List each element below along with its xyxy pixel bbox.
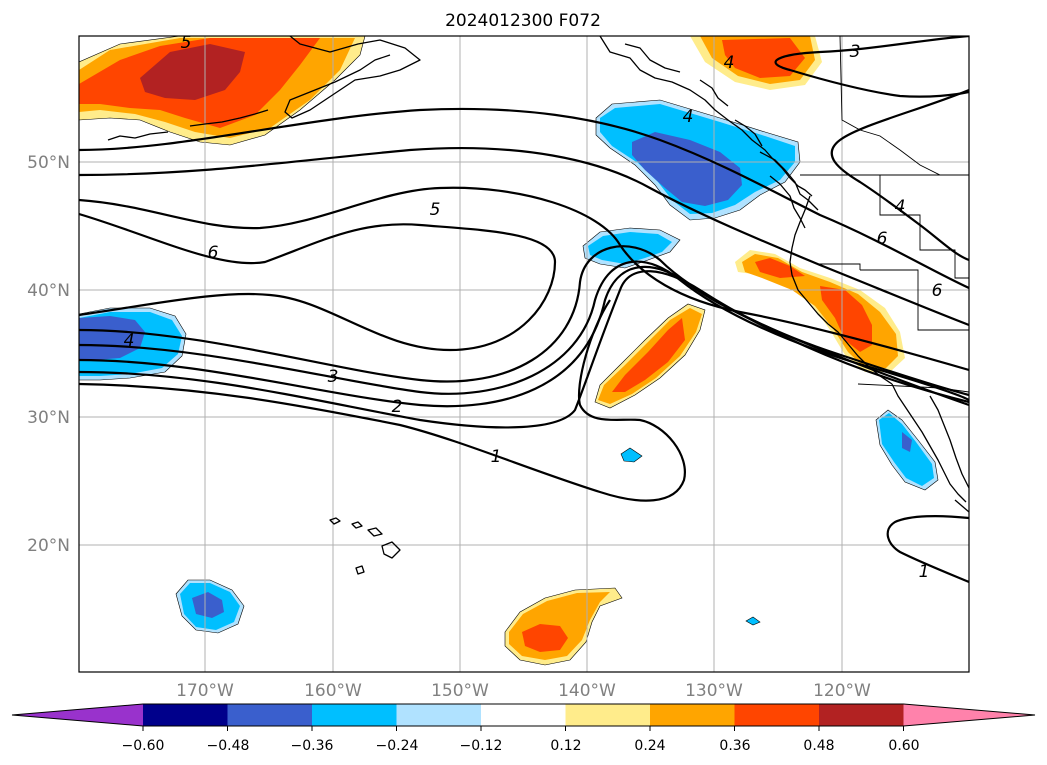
- colorbar-tick-label: 0.48: [803, 738, 834, 754]
- contour-label: 1: [491, 447, 502, 467]
- colorbar-tick-label: −0.60: [122, 738, 165, 754]
- colorbar-segment: [227, 704, 313, 726]
- lat-tick-label: 40°N: [27, 281, 70, 301]
- colorbar-tick-label: 0.24: [634, 738, 665, 754]
- contour-label: 2: [392, 397, 403, 417]
- anomaly-positive-central: [594, 303, 706, 409]
- colorbar-tick-label: −0.24: [376, 738, 419, 754]
- colorbar-tick-label: 0.12: [550, 738, 581, 754]
- colorbar-segment: [734, 704, 820, 726]
- colorbar-tick-label: 0.36: [719, 738, 750, 754]
- lon-tick-label: 150°W: [431, 681, 489, 701]
- anomaly-negative-tiny: [745, 616, 761, 626]
- anomaly-positive-northeast: [690, 36, 822, 90]
- lat-tick-label: 50°N: [27, 153, 70, 173]
- contour-label: 3: [328, 367, 339, 387]
- colorbar-segment: [481, 704, 566, 726]
- map-area: 5 3 4 5 6 4 6 3 2 1 1 4 6 4: [79, 33, 969, 672]
- lon-tick-label: 130°W: [685, 681, 743, 701]
- contour-label: 4: [895, 197, 906, 217]
- contour-labels: 5 3 4 5 6 4 6 3 2 1 1 4 6 4: [124, 33, 943, 582]
- colorbar-segment: [396, 704, 482, 726]
- contour-label: 3: [850, 42, 861, 62]
- colorbar-extend-high: [903, 704, 1035, 726]
- lat-tick-label: 20°N: [27, 536, 70, 556]
- colorbar-tick-label: −0.36: [291, 738, 334, 754]
- colorbar-labels: −0.60 −0.48 −0.36 −0.24 −0.12 0.12 0.24 …: [122, 738, 920, 754]
- colorbar-tick-label: 0.60: [888, 738, 919, 754]
- colorbar-segment: [819, 704, 904, 726]
- lon-tick-label: 140°W: [558, 681, 616, 701]
- map-frame: [78, 35, 970, 673]
- colorbar-segment: [565, 704, 651, 726]
- lon-tick-label: 170°W: [176, 681, 234, 701]
- anomaly-positive-south: [504, 587, 623, 666]
- contour-label: 5: [181, 33, 192, 53]
- colorbar-tick-label: −0.48: [207, 738, 250, 754]
- colorbar-segment: [650, 704, 735, 726]
- anomaly-negative-central: [582, 227, 681, 269]
- contour-label: 6: [932, 281, 943, 301]
- contour-label: 4: [724, 53, 735, 73]
- lon-axis: 170°W 160°W 150°W 140°W 130°W 120°W: [176, 681, 871, 701]
- anomaly-negative-small: [620, 447, 643, 463]
- contours: [79, 36, 969, 584]
- colorbar: [11, 703, 1036, 731]
- contour-label: 5: [430, 200, 441, 220]
- lon-tick-label: 160°W: [304, 681, 362, 701]
- shaded-anomalies: [79, 36, 939, 666]
- colorbar-tick-label: −0.12: [460, 738, 503, 754]
- colorbar-segment: [312, 704, 397, 726]
- contour-label: 1: [919, 562, 930, 582]
- contour-label: 4: [124, 331, 135, 351]
- colorbar-segment: [143, 704, 228, 726]
- contour-label: 6: [208, 243, 219, 263]
- contour-label: 4: [683, 107, 694, 127]
- contour-label: 6: [877, 229, 888, 249]
- lat-tick-label: 30°N: [27, 408, 70, 428]
- map-title: 2024012300 F072: [445, 11, 601, 31]
- lat-axis: 50°N 40°N 30°N 20°N: [27, 153, 70, 556]
- lon-tick-label: 120°W: [813, 681, 871, 701]
- anomaly-negative-southwest: [175, 579, 245, 634]
- colorbar-extend-low: [12, 704, 143, 726]
